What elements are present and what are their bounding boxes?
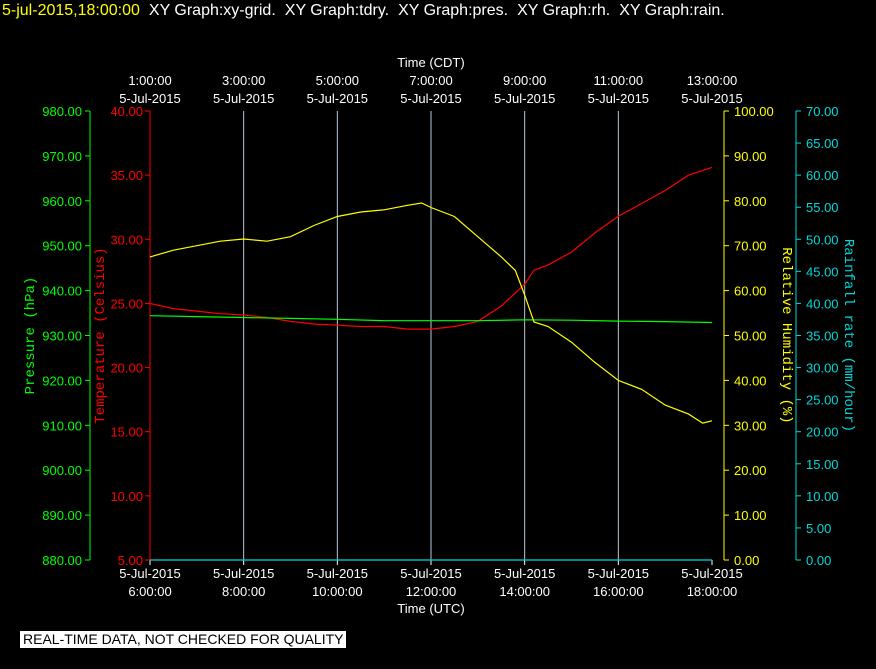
rain-tick-label: 65.00 <box>806 136 839 151</box>
temperature-tick-label: 5.00 <box>118 553 143 568</box>
rain-tick-label: 40.00 <box>806 296 839 311</box>
bottom-tick-date-label: 5-Jul-2015 <box>588 566 649 581</box>
bottom-tick-time-label: 12:00:00 <box>406 584 457 599</box>
rain-tick-label: 30.00 <box>806 361 839 376</box>
pressure-tick-label: 900.00 <box>42 463 82 478</box>
title-bar: 5-jul-2015,18:00:00 XY Graph:xy-grid. XY G… <box>2 2 734 20</box>
bottom-tick-time-label: 10:00:00 <box>312 584 363 599</box>
humidity-tick-label: 70.00 <box>734 239 767 254</box>
top-tick-date-label: 5-Jul-2015 <box>494 91 555 106</box>
top-tick-time-label: 9:00:00 <box>503 73 546 88</box>
top-tick-time-label: 1:00:00 <box>128 73 171 88</box>
temperature-tick-label: 30.00 <box>110 232 143 247</box>
pressure-axis-title: Pressure (hPa) <box>23 277 39 395</box>
bottom-tick-date-label: 5-Jul-2015 <box>494 566 555 581</box>
quality-disclaimer: REAL-TIME DATA, NOT CHECKED FOR QUALITY <box>20 631 347 648</box>
rain-tick-label: 15.00 <box>806 457 839 472</box>
humidity-tick-label: 90.00 <box>734 149 767 164</box>
rain-axis-title: Rainfall rate (mm/hour) <box>840 239 856 432</box>
top-tick-time-label: 7:00:00 <box>409 73 452 88</box>
rain-tick-label: 70.00 <box>806 104 839 119</box>
bottom-tick-time-label: 18:00:00 <box>687 584 738 599</box>
bottom-tick-time-label: 8:00:00 <box>222 584 265 599</box>
rain-tick-label: 55.00 <box>806 200 839 215</box>
humidity-tick-label: 30.00 <box>734 418 767 433</box>
humidity-tick-label: 20.00 <box>734 463 767 478</box>
humidity-tick-label: 0.00 <box>734 553 759 568</box>
bottom-tick-date-label: 5-Jul-2015 <box>400 566 461 581</box>
top-tick-time-label: 5:00:00 <box>316 73 359 88</box>
rain-tick-label: 10.00 <box>806 489 839 504</box>
top-tick-date-label: 5-Jul-2015 <box>400 91 461 106</box>
humidity-tick-label: 10.00 <box>734 508 767 523</box>
pressure-tick-label: 890.00 <box>42 508 82 523</box>
top-tick-date-label: 5-Jul-2015 <box>307 91 368 106</box>
bottom-axis-label: Time (UTC) <box>397 601 464 616</box>
humidity-tick-label: 40.00 <box>734 373 767 388</box>
bottom-tick-time-label: 6:00:00 <box>128 584 171 599</box>
temperature-tick-label: 25.00 <box>110 296 143 311</box>
title-timestamp: 5-jul-2015,18:00:00 <box>2 2 140 19</box>
title-item-pres[interactable]: XY Graph:pres. <box>398 2 509 19</box>
rain-tick-label: 20.00 <box>806 425 839 440</box>
bottom-tick-date-label: 5-Jul-2015 <box>681 566 742 581</box>
pressure-tick-label: 960.00 <box>42 194 82 209</box>
pressure-tick-label: 940.00 <box>42 284 82 299</box>
pressure-tick-label: 930.00 <box>42 329 82 344</box>
pressure-series-line <box>149 315 713 324</box>
pressure-tick-label: 920.00 <box>42 373 82 388</box>
temperature-tick-label: 20.00 <box>110 361 143 376</box>
temperature-tick-label: 15.00 <box>110 425 143 440</box>
top-tick-date-label: 5-Jul-2015 <box>213 91 274 106</box>
top-tick-date-label: 5-Jul-2015 <box>119 91 180 106</box>
title-item-tdry[interactable]: XY Graph:tdry. <box>284 2 390 19</box>
pressure-tick-label: 970.00 <box>42 149 82 164</box>
bottom-tick-date-label: 5-Jul-2015 <box>119 566 180 581</box>
rain-tick-label: 35.00 <box>806 329 839 344</box>
top-tick-time-label: 13:00:00 <box>687 73 738 88</box>
top-axis-label: Time (CDT) <box>397 55 464 70</box>
humidity-tick-label: 60.00 <box>734 284 767 299</box>
humidity-series-line <box>149 202 713 424</box>
rain-tick-label: 5.00 <box>806 521 831 536</box>
temperature-tick-label: 35.00 <box>110 168 143 183</box>
humidity-tick-label: 80.00 <box>734 194 767 209</box>
rain-tick-label: 45.00 <box>806 264 839 279</box>
temperature-tick-label: 40.00 <box>110 104 143 119</box>
top-tick-time-label: 11:00:00 <box>594 73 644 88</box>
title-item-xy-grid[interactable]: XY Graph:xy-grid. <box>148 2 276 19</box>
humidity-axis-title: Relative Humidity (%) <box>778 247 794 423</box>
rain-tick-label: 50.00 <box>806 232 839 247</box>
pressure-tick-label: 950.00 <box>42 239 82 254</box>
temperature-tick-label: 10.00 <box>110 489 143 504</box>
rain-tick-label: 60.00 <box>806 168 839 183</box>
bottom-tick-time-label: 16:00:00 <box>593 584 644 599</box>
rain-tick-label: 0.00 <box>806 553 831 568</box>
top-tick-date-label: 5-Jul-2015 <box>588 91 649 106</box>
bottom-tick-time-label: 14:00:00 <box>499 584 550 599</box>
pressure-tick-label: 880.00 <box>42 553 82 568</box>
rain-tick-label: 25.00 <box>806 393 839 408</box>
title-item-rain[interactable]: XY Graph:rain. <box>619 2 725 19</box>
temperature-axis-title: Temperature (Celsius) <box>93 247 109 423</box>
pressure-tick-label: 910.00 <box>42 418 82 433</box>
humidity-tick-label: 100.00 <box>734 104 774 119</box>
bottom-tick-date-label: 5-Jul-2015 <box>307 566 368 581</box>
temperature-series-line <box>149 166 713 330</box>
title-item-rh[interactable]: XY Graph:rh. <box>517 2 611 19</box>
pressure-tick-label: 980.00 <box>42 104 82 119</box>
humidity-tick-label: 50.00 <box>734 329 767 344</box>
bottom-tick-date-label: 5-Jul-2015 <box>213 566 274 581</box>
top-tick-time-label: 3:00:00 <box>222 73 265 88</box>
top-tick-date-label: 5-Jul-2015 <box>681 91 742 106</box>
